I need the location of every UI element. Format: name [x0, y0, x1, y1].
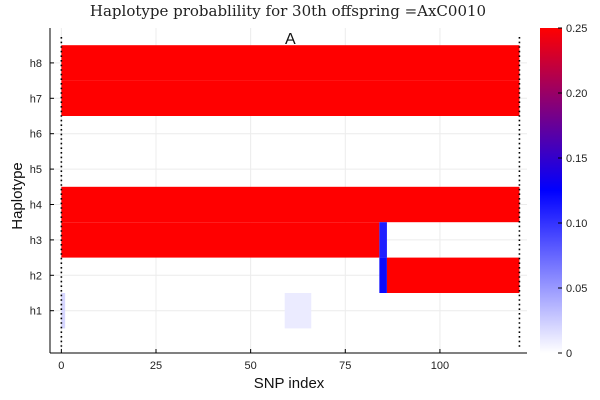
- annotation-label: A: [285, 31, 296, 48]
- colorbar-gradient: [540, 28, 562, 353]
- chart-title: Haplotype probablility for 30th offsprin…: [90, 2, 486, 20]
- x-tick-label: 100: [431, 360, 449, 372]
- colorbar-tick-label: 0.05: [566, 283, 587, 295]
- x-tick-label: 50: [245, 360, 257, 372]
- y-tick-label: h7: [30, 93, 42, 105]
- colorbar-tick-label: 0.20: [566, 88, 587, 100]
- heatmap-cell-h4: [61, 186, 520, 223]
- y-tick-label: h2: [30, 270, 42, 282]
- colorbar-tick-label: 0.15: [566, 153, 587, 165]
- x-tick-label: 75: [339, 360, 351, 372]
- y-tick-label: h5: [30, 164, 42, 176]
- heatmap-cell-h1: [284, 293, 312, 329]
- heatmap-cell-h8: [61, 45, 520, 81]
- heatmap-cell-h2: [379, 257, 387, 293]
- heatmap-cell-h3: [379, 222, 387, 258]
- colorbar-tick-label: 0.10: [566, 218, 587, 230]
- y-tick-label: h4: [30, 200, 42, 212]
- heatmap-cell-h1: [61, 293, 66, 329]
- x-axis-label: SNP index: [254, 375, 325, 392]
- colorbar-tick-label: 0: [566, 348, 572, 360]
- y-tick-label: h3: [30, 235, 42, 247]
- colorbar: 0 0.05 0.10 0.15 0.20 0.25: [540, 23, 587, 360]
- colorbar-tick-label: 0.25: [566, 23, 587, 35]
- y-tick-label: h1: [30, 306, 42, 318]
- x-tick-label: 0: [58, 360, 64, 372]
- y-axis-label: Haplotype: [9, 162, 26, 230]
- heatmap-cell-h7: [61, 80, 520, 116]
- x-tick-label: 25: [150, 360, 162, 372]
- heatmap-cell-h3: [61, 222, 380, 258]
- heatmap-cell-h2: [386, 257, 520, 293]
- y-tick-label: h8: [30, 58, 42, 70]
- y-tick-label: h6: [30, 129, 42, 141]
- plot-area: 0 25 50 75 100 h1 h2 h3 h4 h5 h6 h7 h8 A: [30, 28, 527, 372]
